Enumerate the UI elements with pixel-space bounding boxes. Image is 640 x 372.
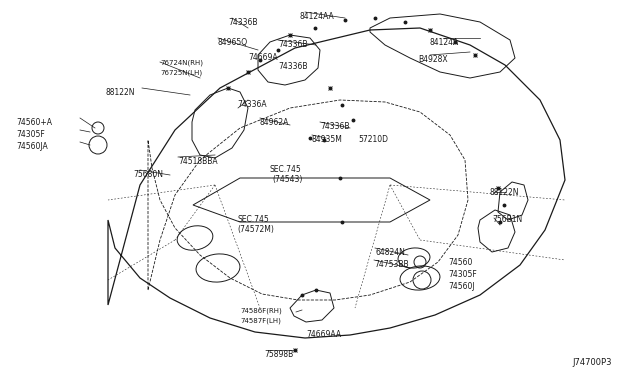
Text: 74336A: 74336A: [237, 100, 267, 109]
Text: 74560: 74560: [448, 258, 472, 267]
Text: 74518BBA: 74518BBA: [178, 157, 218, 166]
Text: 84124A: 84124A: [430, 38, 460, 47]
Text: 74560JA: 74560JA: [16, 142, 48, 151]
Text: 64824N: 64824N: [375, 248, 405, 257]
Text: 75898B: 75898B: [264, 350, 293, 359]
Text: 74669A: 74669A: [248, 53, 278, 62]
Text: SEC.745: SEC.745: [237, 215, 269, 224]
Text: 88122N: 88122N: [105, 88, 134, 97]
Text: SEC.745: SEC.745: [270, 165, 301, 174]
Text: 74336B: 74336B: [228, 18, 257, 27]
Text: 84124AA: 84124AA: [300, 12, 335, 21]
Text: (74572M): (74572M): [237, 225, 274, 234]
Text: 74669AA: 74669AA: [306, 330, 341, 339]
Text: 75680N: 75680N: [133, 170, 163, 179]
Text: 84965Q: 84965Q: [218, 38, 248, 47]
Text: 84962A: 84962A: [260, 118, 289, 127]
Text: B4928X: B4928X: [418, 55, 447, 64]
Text: 74560J: 74560J: [448, 282, 475, 291]
Text: 74753BB: 74753BB: [374, 260, 408, 269]
Text: 76724N(RH): 76724N(RH): [160, 60, 203, 67]
Text: 74587F(LH): 74587F(LH): [240, 318, 281, 324]
Text: 57210D: 57210D: [358, 135, 388, 144]
Text: 74336B: 74336B: [278, 40, 307, 49]
Text: 74336B: 74336B: [278, 62, 307, 71]
Text: (74543): (74543): [272, 175, 302, 184]
Text: 74586F(RH): 74586F(RH): [240, 308, 282, 314]
Text: 74305F: 74305F: [16, 130, 45, 139]
Text: J74700P3: J74700P3: [572, 358, 611, 367]
Text: 756B1N: 756B1N: [492, 215, 522, 224]
Text: 74336B: 74336B: [320, 122, 349, 131]
Text: 76725N(LH): 76725N(LH): [160, 70, 202, 77]
Text: 84935M: 84935M: [312, 135, 343, 144]
Text: 88122N: 88122N: [490, 188, 520, 197]
Text: 74560+A: 74560+A: [16, 118, 52, 127]
Text: 74305F: 74305F: [448, 270, 477, 279]
